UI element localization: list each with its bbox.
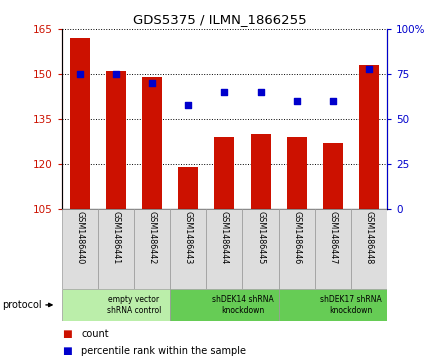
Bar [142,77,162,209]
Bar [62,209,98,289]
Bar [170,289,279,321]
Point [257,89,264,95]
Text: GSM1486441: GSM1486441 [111,211,121,264]
Bar [98,209,134,289]
Bar [359,65,379,209]
Bar [279,289,387,321]
Text: GSM1486440: GSM1486440 [75,211,84,264]
Text: GSM1486443: GSM1486443 [184,211,193,264]
Bar [315,209,351,289]
Text: GSM1486442: GSM1486442 [147,211,157,265]
Point [330,98,337,104]
Bar [178,167,198,209]
Bar [70,38,90,209]
Text: ■: ■ [62,329,71,339]
Text: shDEK14 shRNA
knockdown: shDEK14 shRNA knockdown [212,295,273,315]
Bar [170,209,206,289]
Text: percentile rank within the sample: percentile rank within the sample [81,346,246,356]
Text: GSM1486446: GSM1486446 [292,211,301,264]
Point [112,71,119,77]
Text: GDS5375 / ILMN_1866255: GDS5375 / ILMN_1866255 [133,13,307,26]
Bar [242,209,279,289]
Bar [323,143,343,209]
Bar [287,137,307,209]
Text: GSM1486448: GSM1486448 [365,211,374,264]
Bar [206,209,242,289]
Point [221,89,228,95]
Text: ■: ■ [62,346,71,356]
Point [76,71,83,77]
Point [149,80,156,86]
Bar [279,209,315,289]
Bar [106,71,126,209]
Text: GSM1486447: GSM1486447 [328,211,337,265]
Point [366,66,373,72]
Bar [134,209,170,289]
Text: GSM1486444: GSM1486444 [220,211,229,264]
Bar [214,137,235,209]
Bar [251,134,271,209]
Point [185,102,192,107]
Point [293,98,300,104]
Text: empty vector
shRNA control: empty vector shRNA control [107,295,161,315]
Bar [351,209,387,289]
Text: count: count [81,329,109,339]
Text: GSM1486445: GSM1486445 [256,211,265,265]
Text: protocol: protocol [2,300,42,310]
Bar [62,289,170,321]
Text: shDEK17 shRNA
knockdown: shDEK17 shRNA knockdown [320,295,382,315]
